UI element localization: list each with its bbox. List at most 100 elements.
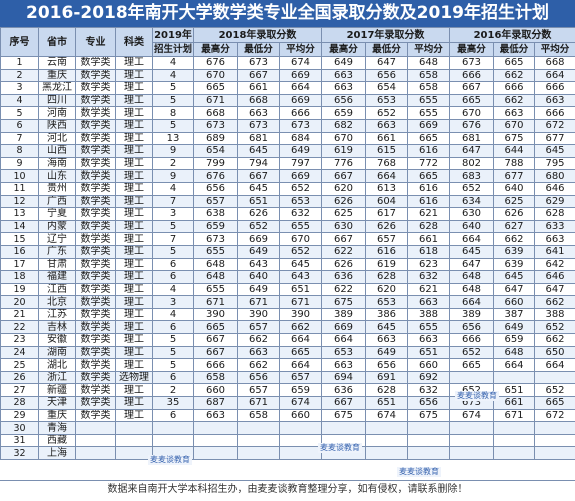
row-plan: [153, 434, 194, 447]
row-2016-avg: 666: [535, 107, 575, 120]
row-2018-min: 651: [238, 195, 280, 208]
row-province: 天津: [39, 397, 76, 410]
row-2016-avg: 646: [535, 271, 575, 284]
row-2017-max: 675: [322, 409, 366, 422]
row-2018-avg: 655: [280, 220, 322, 233]
header-2017-max: 最高分: [322, 43, 366, 57]
row-2018-max: 689: [194, 132, 238, 145]
row-2018-max: 671: [194, 296, 238, 309]
row-2016-avg: 645: [535, 145, 575, 158]
row-2016-max: 665: [450, 94, 494, 107]
row-2016-max: 630: [450, 208, 494, 221]
page-title: 2016-2018年南开大学数学类专业全国录取分数及2019年招生计划: [0, 0, 575, 27]
row-2017-max: 663: [322, 359, 366, 372]
row-major: 数学类: [76, 359, 116, 372]
row-category: 理工: [116, 119, 153, 132]
row-2018-min: 671: [238, 397, 280, 410]
row-major: 数学类: [76, 82, 116, 95]
row-2017-avg: 661: [408, 233, 450, 246]
row-plan: 5: [153, 334, 194, 347]
row-plan: 4: [153, 308, 194, 321]
row-2018-min: 669: [238, 233, 280, 246]
row-2017-min: 604: [366, 195, 408, 208]
row-plan: 2: [153, 384, 194, 397]
row-2017-avg: 628: [408, 220, 450, 233]
row-2017-avg: 660: [408, 359, 450, 372]
row-2017-min: 616: [366, 245, 408, 258]
row-2017-max: 622: [322, 245, 366, 258]
row-category: 理工: [116, 57, 153, 70]
row-2017-max: 622: [322, 283, 366, 296]
row-2016-avg: 641: [535, 245, 575, 258]
row-2016-avg: [535, 371, 575, 384]
row-2017-max: 667: [322, 233, 366, 246]
row-province: 内蒙: [39, 220, 76, 233]
header-2018-avg: 平均分: [280, 43, 322, 57]
row-seq: 21: [1, 308, 39, 321]
row-2018-min: 645: [238, 182, 280, 195]
row-2017-min: 649: [366, 346, 408, 359]
row-category: 理工: [116, 409, 153, 422]
row-province: 广东: [39, 245, 76, 258]
row-province: 上海: [39, 447, 76, 460]
row-2016-min: [494, 422, 535, 435]
row-2018-min: 661: [238, 82, 280, 95]
row-2017-min: [366, 422, 408, 435]
row-2018-avg: 632: [280, 208, 322, 221]
row-major: 数学类: [76, 69, 116, 82]
row-2018-max: 667: [194, 334, 238, 347]
row-category: 理工: [116, 145, 153, 158]
row-2016-avg: 650: [535, 346, 575, 359]
row-province: 贵州: [39, 182, 76, 195]
row-2016-min: 671: [494, 409, 535, 422]
row-2018-max: 673: [194, 233, 238, 246]
row-2018-min: 681: [238, 132, 280, 145]
row-2017-avg: 663: [408, 296, 450, 309]
row-2018-max: 668: [194, 107, 238, 120]
row-2016-avg: [535, 434, 575, 447]
row-2016-avg: 677: [535, 132, 575, 145]
header-2016-max: 最高分: [450, 43, 494, 57]
row-2016-min: 640: [494, 182, 535, 195]
row-category: 理工: [116, 82, 153, 95]
row-2017-max: 625: [322, 208, 366, 221]
row-2017-min: 652: [366, 107, 408, 120]
row-2018-min: 657: [238, 384, 280, 397]
row-category: 理工: [116, 296, 153, 309]
row-plan: 6: [153, 321, 194, 334]
row-plan: 9: [153, 170, 194, 183]
row-2016-max: 656: [450, 321, 494, 334]
row-category: [116, 434, 153, 447]
row-2017-avg: 772: [408, 157, 450, 170]
row-province: 甘肃: [39, 258, 76, 271]
row-2017-max: 675: [322, 296, 366, 309]
row-province: 重庆: [39, 409, 76, 422]
header-seq: 序号: [1, 28, 39, 57]
row-province: 江苏: [39, 308, 76, 321]
row-2016-max: 652: [450, 346, 494, 359]
row-2017-max: 776: [322, 157, 366, 170]
row-2016-max: 665: [450, 359, 494, 372]
row-2017-max: 656: [322, 94, 366, 107]
row-2018-max: 655: [194, 245, 238, 258]
row-2016-avg: 663: [535, 233, 575, 246]
row-2017-max: 626: [322, 195, 366, 208]
row-2018-avg: [280, 447, 322, 460]
row-seq: 1: [1, 57, 39, 70]
watermark-text: 麦麦谈教育: [455, 391, 499, 401]
row-2017-avg: 655: [408, 321, 450, 334]
row-2018-max: 659: [194, 220, 238, 233]
row-2017-max: 667: [322, 170, 366, 183]
header-2018: 2018年录取分数: [194, 28, 322, 43]
row-2016-min: 387: [494, 308, 535, 321]
row-province: 青海: [39, 422, 76, 435]
